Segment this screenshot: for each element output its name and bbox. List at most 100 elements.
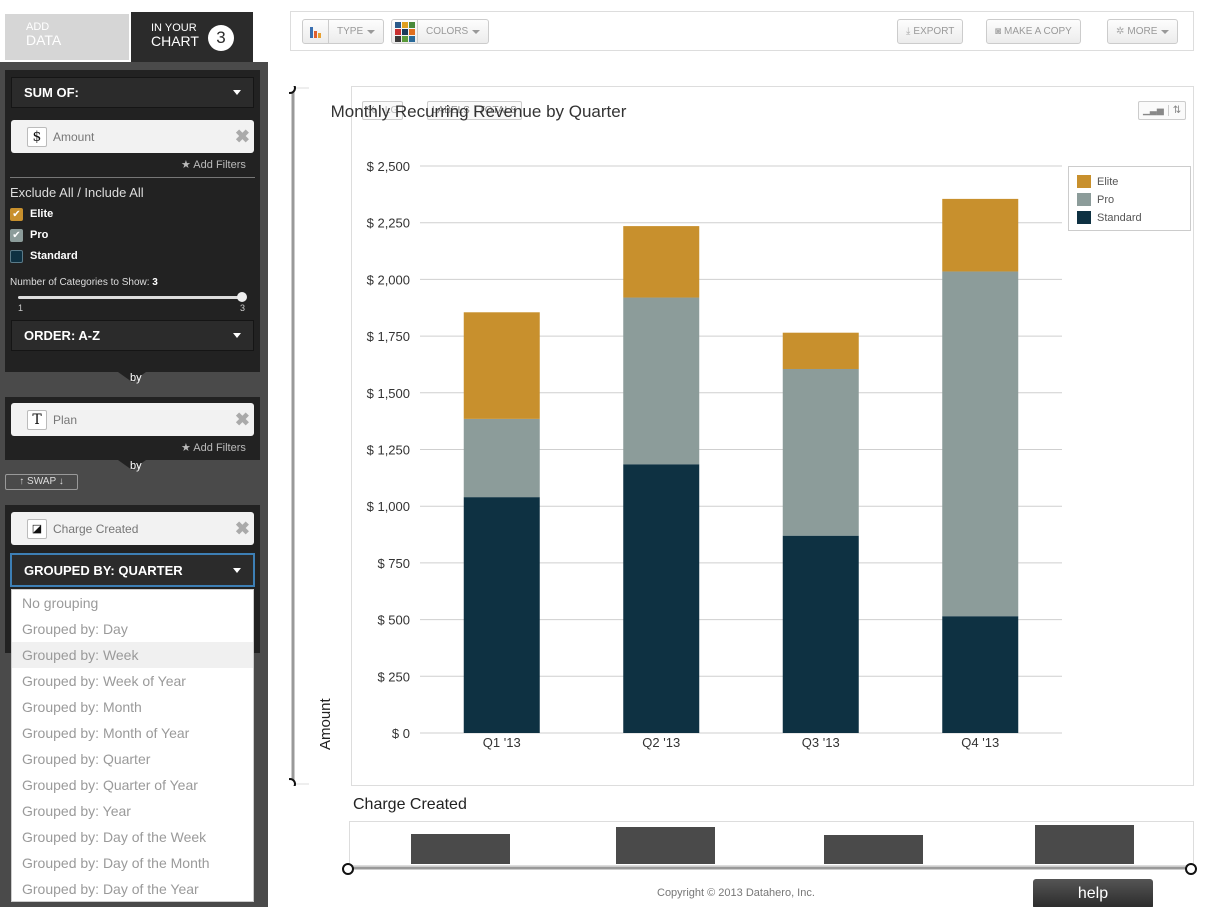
text-type-icon: T	[27, 409, 47, 430]
grouping-option[interactable]: Grouped by: Quarter	[22, 751, 151, 767]
colors-label: COLORS	[426, 26, 469, 37]
pro-checkbox[interactable]: ✔	[10, 229, 23, 242]
plan-add-filters-link[interactable]: ★ Add Filters	[181, 442, 246, 454]
x-range-selector[interactable]	[349, 821, 1194, 866]
legend-swatch-elite	[1077, 175, 1091, 188]
panel-notch	[118, 460, 146, 470]
x-axis-field-label: Charge Created	[353, 796, 467, 813]
swap-button[interactable]: ↑ SWAP ↓	[5, 474, 78, 490]
x-range-handle-right	[1185, 863, 1197, 875]
totals-toggle[interactable]: TOTALS	[478, 105, 517, 116]
percent-log-toggle[interactable]: % LG	[362, 101, 404, 120]
download-icon: ⤓	[906, 26, 911, 37]
make-a-copy-button[interactable]: ◙ MAKE A COPY	[986, 19, 1081, 44]
close-icon[interactable]: ✖	[234, 126, 250, 146]
grouping-option[interactable]: Grouped by: Quarter of Year	[22, 777, 198, 793]
y-tick-label: $ 0	[392, 726, 410, 741]
close-icon[interactable]: ✖	[234, 409, 250, 429]
grouping-option[interactable]: Grouped by: Year	[22, 803, 131, 819]
sidebar-tabs: ADD DATA IN YOUR CHART 3	[0, 0, 268, 62]
type-button[interactable]: TYPE	[302, 19, 385, 44]
y-tick-label: $ 1,000	[367, 499, 410, 514]
copy-label: MAKE A COPY	[1004, 26, 1072, 37]
num-categories-slider-handle[interactable]	[237, 292, 247, 302]
export-button[interactable]: ⤓ EXPORT	[897, 19, 964, 44]
sort-arrows-icon[interactable]: ⇅	[1172, 105, 1182, 116]
chart-legend: Elite Pro Standard	[1068, 166, 1191, 231]
grouping-option[interactable]: Grouped by: Day of the Year	[22, 881, 199, 897]
colors-button[interactable]: COLORS	[391, 19, 490, 44]
bar-segment-pro	[463, 418, 540, 498]
bar-chart-icon	[303, 20, 329, 43]
x-range-slider[interactable]	[342, 862, 1198, 876]
amount-add-filters-link[interactable]: ★ Add Filters	[181, 159, 246, 171]
pro-label: Pro	[30, 229, 49, 241]
order-dropdown[interactable]: ORDER: A-Z	[11, 320, 254, 351]
grouping-option[interactable]: Grouped by: Day of the Month	[22, 855, 210, 871]
x-tick-label: Q1 '13	[483, 735, 521, 750]
sum-of-dropdown[interactable]: SUM OF:	[11, 77, 254, 108]
by-label-2: by	[130, 460, 142, 472]
tab-add-line1: ADD	[26, 21, 50, 33]
tab-add-line2: DATA	[26, 32, 62, 48]
bar-segment-elite	[942, 198, 1019, 272]
divider	[10, 177, 255, 178]
legend-label-standard: Standard	[1097, 211, 1142, 224]
grouping-option[interactable]: Grouped by: Week of Year	[22, 673, 186, 689]
num-categories-text: Number of Categories to Show:	[10, 277, 150, 288]
grouping-option-highlighted[interactable]: Grouped by: Week	[12, 642, 253, 668]
grouping-option[interactable]: Grouped by: Month	[22, 699, 142, 715]
grouping-option[interactable]: Grouped by: Day	[22, 621, 128, 637]
y-tick-label: $ 1,500	[367, 386, 410, 401]
y-range-slider[interactable]	[289, 86, 309, 786]
help-button[interactable]: help	[1033, 879, 1153, 907]
standard-checkbox[interactable]	[10, 250, 23, 263]
plan-field[interactable]: T Plan ✖	[11, 403, 254, 436]
more-label: MORE	[1127, 26, 1158, 37]
exclude-include-all-link[interactable]: Exclude All / Include All	[10, 185, 144, 200]
order-label: ORDER: A-Z	[24, 328, 101, 343]
grouping-option[interactable]: Grouped by: Month of Year	[22, 725, 190, 741]
sum-of-label: SUM OF:	[24, 85, 79, 100]
more-button[interactable]: ✲ MORE	[1107, 19, 1179, 44]
bar-segment-pro	[942, 271, 1019, 617]
colors-button-text: COLORS	[418, 26, 488, 37]
elite-checkbox[interactable]: ✔	[10, 208, 23, 221]
camera-icon: ◙	[995, 26, 1002, 37]
close-icon[interactable]: ✖	[234, 518, 250, 538]
gear-icon: ✲	[1116, 26, 1125, 37]
plan-field-name: Plan	[53, 412, 78, 427]
bar-segment-elite	[782, 332, 859, 369]
legend-swatch-standard	[1077, 211, 1091, 224]
bar-segment-elite	[623, 226, 700, 298]
labels-totals-toggle[interactable]: LABELS TOTALS	[427, 101, 522, 120]
y-axis-label: Amount	[317, 698, 334, 750]
num-categories-slider-track[interactable]	[18, 296, 243, 299]
percent-toggle[interactable]: %	[363, 105, 381, 116]
range-bar-q1	[411, 834, 510, 864]
bar-segment-standard	[463, 497, 540, 733]
charge-created-field[interactable]: ◪ Charge Created ✖	[11, 512, 254, 545]
y-tick-label: $ 750	[377, 556, 410, 571]
log-toggle[interactable]: LG	[384, 105, 399, 116]
export-label: EXPORT	[913, 26, 955, 37]
legend-item-elite[interactable]: Elite	[1077, 175, 1118, 188]
grouping-option[interactable]: Grouped by: Day of the Week	[22, 829, 207, 845]
sidebar: ADD DATA IN YOUR CHART 3 SUM OF: $ Amoun…	[0, 0, 268, 907]
amount-field[interactable]: $ Amount ✖	[11, 120, 254, 153]
labels-toggle[interactable]: LABELS	[428, 105, 475, 116]
legend-item-pro[interactable]: Pro	[1077, 193, 1114, 206]
grouping-option[interactable]: No grouping	[22, 595, 99, 611]
bar-segment-pro	[623, 297, 700, 465]
tab-add-data[interactable]: ADD DATA	[5, 14, 129, 60]
sort-controls[interactable]: ▁▃▅ ⇅	[1138, 101, 1187, 120]
chart-title: Monthly Recurring Revenue by Quarter	[330, 102, 627, 121]
legend-label-pro: Pro	[1097, 193, 1115, 206]
y-tick-label: $ 1,250	[367, 443, 410, 458]
grouped-by-dropdown[interactable]: GROUPED BY: QUARTER	[10, 553, 255, 587]
color-palette-icon	[392, 20, 418, 43]
tab-in-your-chart[interactable]: IN YOUR CHART 3	[131, 12, 253, 62]
bars-sort-icon[interactable]: ▁▃▅	[1139, 105, 1169, 116]
legend-item-standard[interactable]: Standard	[1077, 211, 1142, 224]
